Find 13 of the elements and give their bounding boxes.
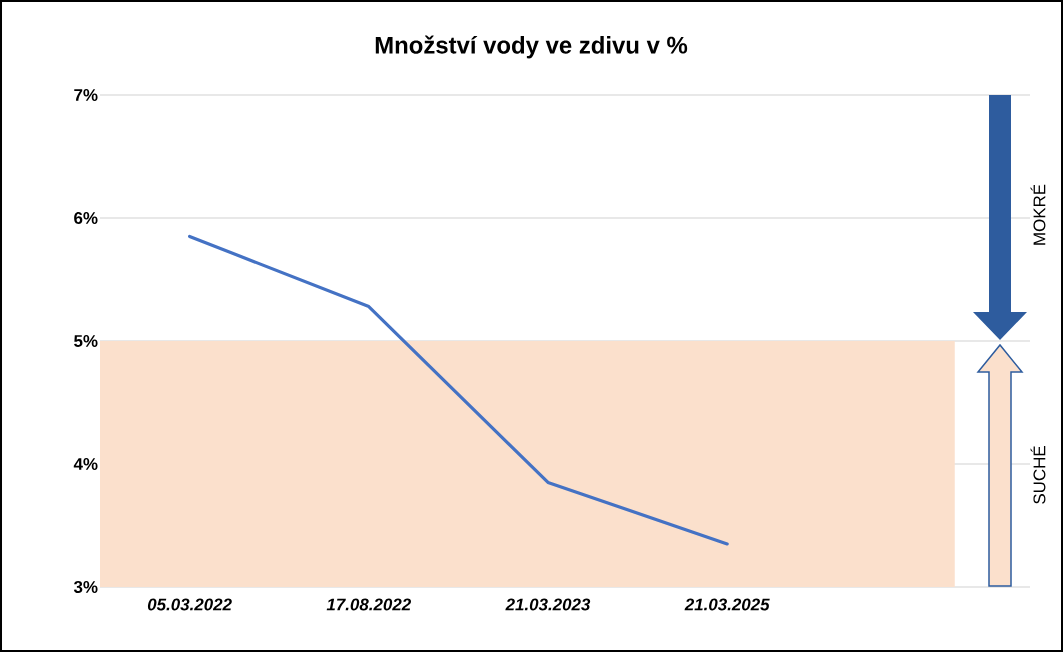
y-tick-label: 7% bbox=[74, 89, 98, 101]
text: SUCHÉ bbox=[1030, 446, 1046, 504]
x-tick-label: 05.03.2022 bbox=[147, 598, 232, 611]
y-tick-label: 3% bbox=[73, 580, 98, 593]
x-tick-label: 21.03.2025 bbox=[684, 598, 770, 611]
x-tick-label: 21.03.2023 bbox=[505, 598, 591, 611]
y-tick-label: 6% bbox=[74, 211, 98, 224]
text: MOKRÉ bbox=[1030, 184, 1046, 245]
y-tick-label: 4% bbox=[73, 458, 98, 470]
line-series bbox=[188, 234, 729, 546]
y-tick-label: 5% bbox=[74, 335, 98, 347]
x-tick-label: 17.08.2022 bbox=[326, 598, 411, 611]
chart-title: Množství vody ve zdivu v % bbox=[375, 35, 688, 59]
